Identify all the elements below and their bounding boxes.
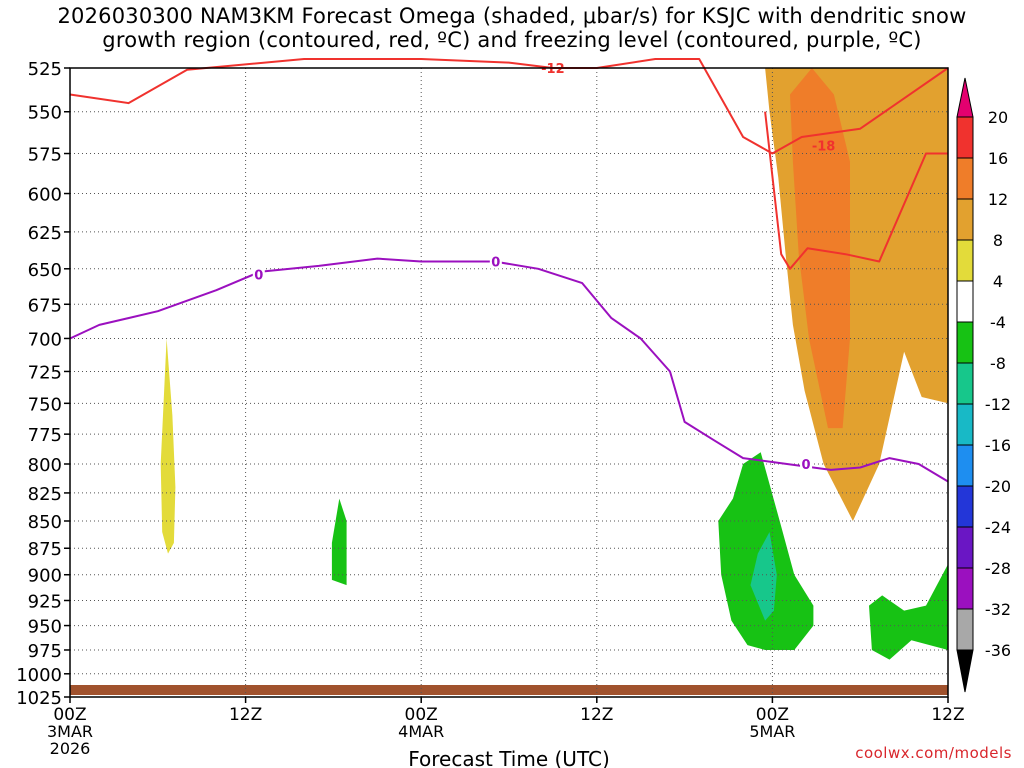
shaded-region-east-green (869, 564, 948, 660)
colorbar-bin (956, 157, 974, 200)
colorbar-label: 8 (993, 231, 1003, 250)
y-tick-label: 675 (28, 295, 62, 316)
chart-title-line-1: 2026030300 NAM3KM Forecast Omega (shaded… (57, 4, 967, 28)
contour-label: 0 (254, 269, 263, 284)
contour-label: -18 (812, 139, 836, 154)
y-tick-label: 625 (28, 223, 62, 244)
colorbar-label: -36 (985, 641, 1011, 660)
y-tick-label: 1025 (16, 688, 62, 709)
y-tick-label: 875 (28, 539, 62, 560)
colorbar-label: -12 (985, 395, 1011, 414)
chart-title-line-2: growth region (contoured, red, ºC) and f… (102, 28, 922, 52)
shaded-region-rise-ascent (331, 498, 347, 586)
colorbar-bin (956, 321, 974, 364)
y-tick-label: 825 (28, 484, 62, 505)
x-tick-label: 12Z (931, 705, 964, 725)
contour-line-dgz-minus18 (764, 111, 948, 270)
y-tick-label: 650 (28, 260, 62, 281)
x-axis-title: Forecast Time (UTC) (408, 747, 610, 768)
colorbar-bin (956, 444, 974, 487)
y-tick-label: 600 (28, 185, 62, 206)
x-tick-date: 3MAR (47, 722, 93, 741)
colorbar-label: 16 (988, 149, 1008, 168)
colorbar-bin (956, 198, 974, 241)
x-tick-label: 00Z (405, 705, 438, 725)
colorbar-bin (956, 567, 974, 610)
colorbar-label: -20 (985, 477, 1011, 496)
colorbar-max-arrow (956, 77, 974, 118)
colorbar-label: -24 (985, 518, 1011, 537)
site-credit: coolwx.com/models (855, 744, 1012, 762)
contour-label: -12 (541, 62, 565, 77)
y-tick-label: 975 (28, 641, 62, 662)
colorbar-bin (956, 116, 974, 159)
contour-label: 0 (491, 256, 500, 271)
y-tick-label: 725 (28, 362, 62, 383)
y-tick-label: 800 (28, 455, 62, 476)
colorbar-bin (956, 239, 974, 282)
terrain-surface (70, 685, 948, 695)
colorbar-label: -8 (990, 354, 1006, 373)
contour-line-freezing-level (69, 257, 949, 483)
colorbar: 20 16 12 8 4 -4 -8 -12 -16 -20 -24 -28 -32 -36 (956, 77, 1011, 693)
contour-label-bg (252, 267, 265, 282)
y-tick-label: 700 (28, 329, 62, 350)
y-tick-label: 925 (28, 591, 62, 612)
colorbar-bin (956, 403, 974, 446)
y-tick-label: 850 (28, 512, 62, 533)
colorbar-label: 4 (993, 272, 1003, 291)
x-tick-date: 4MAR (398, 722, 444, 741)
contour-lines: -12 -18 0 0 0 (69, 58, 949, 483)
colorbar-bin (956, 608, 974, 651)
x-tick-label: 00Z (53, 705, 86, 725)
omega-shading (160, 68, 948, 660)
shaded-region-early-yellow (160, 338, 176, 554)
y-tick-label: 575 (28, 145, 62, 166)
y-tick-label: 775 (28, 425, 62, 446)
contour-label: 0 (802, 458, 811, 473)
colorbar-label: -32 (985, 600, 1011, 619)
colorbar-label: -28 (985, 559, 1011, 578)
y-tick-label: 525 (28, 59, 62, 80)
chart-title: 2026030300 NAM3KM Forecast Omega (shaded… (0, 4, 1024, 52)
y-tick-label: 950 (28, 617, 62, 638)
x-tick-year: 2026 (50, 739, 91, 758)
contour-label-bg (489, 254, 502, 269)
colorbar-min-arrow (956, 649, 974, 693)
x-tick-label: 12Z (229, 705, 262, 725)
colorbar-bin (956, 280, 974, 323)
shaded-region-late-teal (750, 532, 777, 621)
colorbar-label: 12 (988, 190, 1008, 209)
colorbar-bin (956, 362, 974, 405)
colorbar-label: -4 (990, 313, 1006, 332)
contour-label-bg (800, 456, 813, 471)
colorbar-label: 20 (988, 108, 1008, 127)
colorbar-label: -16 (985, 436, 1011, 455)
y-tick-label: 1000 (16, 665, 62, 686)
terrain-band (70, 685, 948, 695)
plot-frame (69, 67, 949, 698)
axes: 525 550 575 600 625 650 675 700 725 750 775 800 825 8… (16, 59, 964, 768)
colorbar-bin (956, 526, 974, 569)
colorbar-bin (956, 485, 974, 528)
x-tick-label: 12Z (580, 705, 613, 725)
x-tick-label: 00Z (756, 705, 789, 725)
y-tick-label: 750 (28, 394, 62, 415)
x-tick-date: 5MAR (749, 722, 795, 741)
y-tick-label: 900 (28, 566, 62, 587)
y-tick-label: 550 (28, 103, 62, 124)
